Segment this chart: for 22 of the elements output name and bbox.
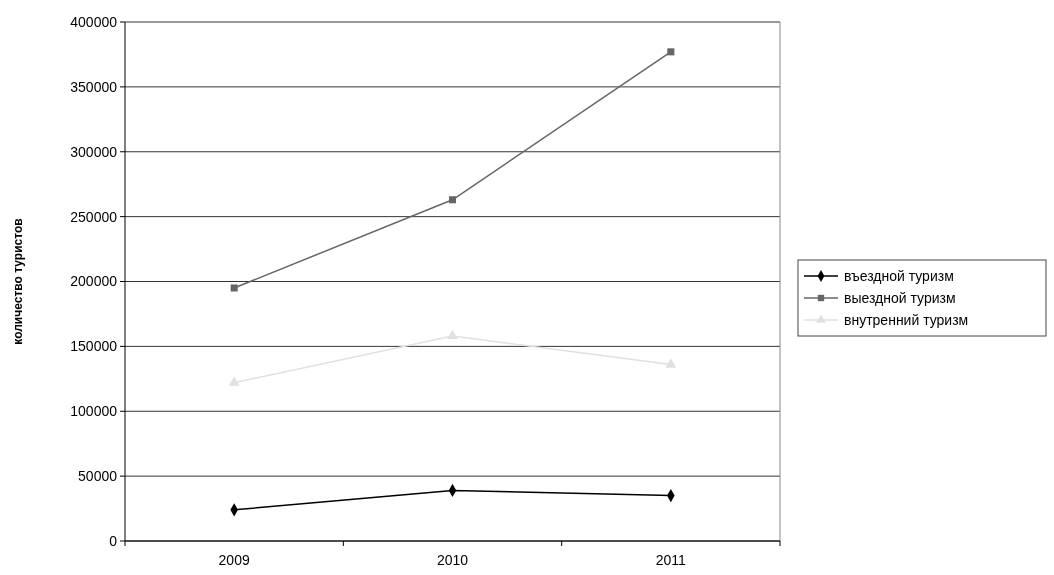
point [448, 196, 457, 204]
point [665, 358, 677, 368]
y-tick-label: 350000 [70, 78, 118, 95]
y-tick-label: 300000 [70, 143, 118, 160]
y-axis-title: количество туристов [11, 218, 25, 345]
point [447, 329, 458, 340]
y-tick-label: 0 [109, 532, 118, 549]
y-tick-label: 100000 [70, 403, 118, 420]
legend-label: внутренний туризм [844, 311, 969, 328]
point [230, 284, 238, 292]
point [228, 376, 240, 386]
y-tick-label: 150000 [70, 338, 118, 355]
x-tick-label: 2009 [218, 552, 250, 568]
x-tick-label: 2011 [655, 552, 687, 568]
y-tick-label: 50000 [78, 468, 118, 485]
point [667, 48, 675, 56]
x-tick-label: 2010 [436, 552, 469, 568]
legend-label: въездной туризм [844, 267, 954, 284]
legend-label: выездной туризм [844, 289, 956, 306]
y-tick-label: 400000 [70, 13, 118, 30]
y-tick-label: 200000 [70, 273, 118, 290]
y-tick-label: 250000 [70, 208, 118, 225]
